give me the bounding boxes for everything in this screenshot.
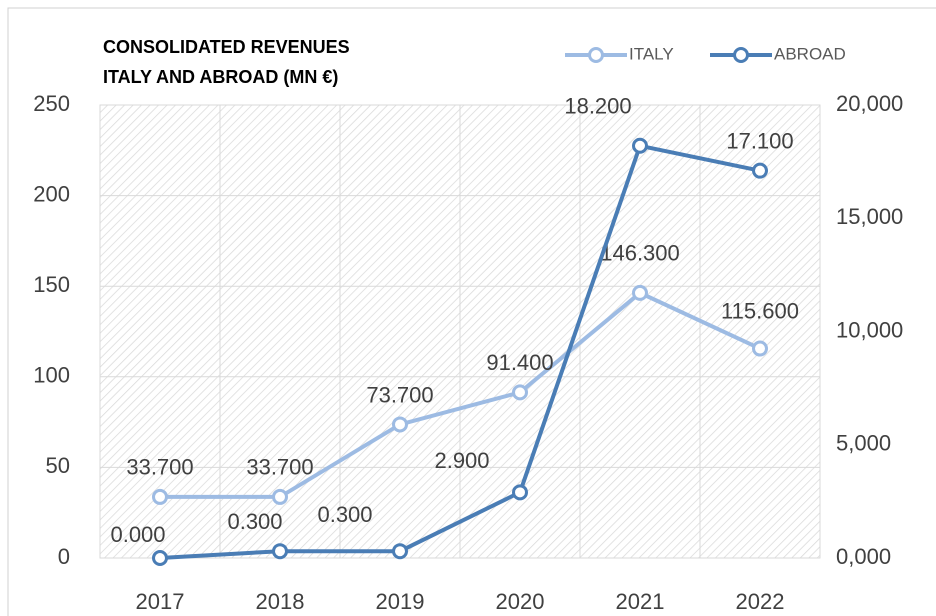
data-label: 91.400 [486, 350, 553, 375]
plot-border [99, 104, 821, 559]
data-label: 2.900 [434, 448, 489, 473]
frame [7, 7, 936, 616]
point [512, 384, 528, 401]
y-tick-label: 200 [33, 181, 70, 206]
data-label: 115.600 [721, 298, 799, 323]
y-tick-label: 250 [33, 91, 70, 116]
x-tick-label: 2019 [376, 589, 425, 614]
data-label: 0.300 [317, 502, 372, 527]
legend-marker [733, 47, 749, 63]
y2-tick-label: 5,000 [836, 431, 891, 456]
y-tick-label: 0 [58, 544, 70, 569]
legend-label: ABROAD [774, 44, 846, 63]
y2-tick-label: 10,000 [836, 317, 903, 342]
data-label: 33.700 [126, 455, 193, 480]
chart-title: ITALY AND ABROAD (MN €) [103, 67, 338, 87]
data-label: 33.700 [246, 455, 313, 480]
point [152, 488, 168, 505]
chart-title: CONSOLIDATED REVENUES [103, 37, 350, 57]
data-label: 73.700 [366, 382, 433, 407]
point [152, 550, 168, 566]
y-tick-label: 150 [33, 272, 70, 297]
series-line [160, 290, 761, 499]
point [512, 484, 528, 501]
point [392, 543, 408, 560]
y-tick-label: 50 [46, 453, 70, 478]
x-tick-label: 2022 [736, 589, 785, 614]
data-label: 18.200 [564, 94, 631, 119]
data-label: 0.000 [110, 522, 165, 547]
data-label: 0.300 [227, 509, 282, 534]
y2-tick-label: 15,000 [836, 204, 903, 229]
point [272, 488, 288, 505]
point [752, 340, 768, 357]
y2-tick-label: 20,000 [836, 91, 903, 116]
x-tick-label: 2018 [256, 589, 305, 614]
x-tick-label: 2020 [496, 589, 545, 614]
point [392, 416, 408, 433]
point [632, 137, 648, 154]
point [632, 284, 648, 301]
y-tick-label: 100 [33, 363, 70, 388]
point [272, 543, 288, 560]
y2-tick-label: 0,000 [836, 544, 891, 569]
data-label: 17.100 [726, 128, 793, 153]
point [752, 162, 768, 179]
legend-marker [588, 47, 604, 63]
data-label: 146.300 [600, 241, 680, 266]
series-line [159, 143, 761, 560]
x-tick-label: 2021 [616, 589, 665, 614]
legend-label: ITALY [629, 44, 674, 63]
x-tick-label: 2017 [136, 589, 185, 614]
